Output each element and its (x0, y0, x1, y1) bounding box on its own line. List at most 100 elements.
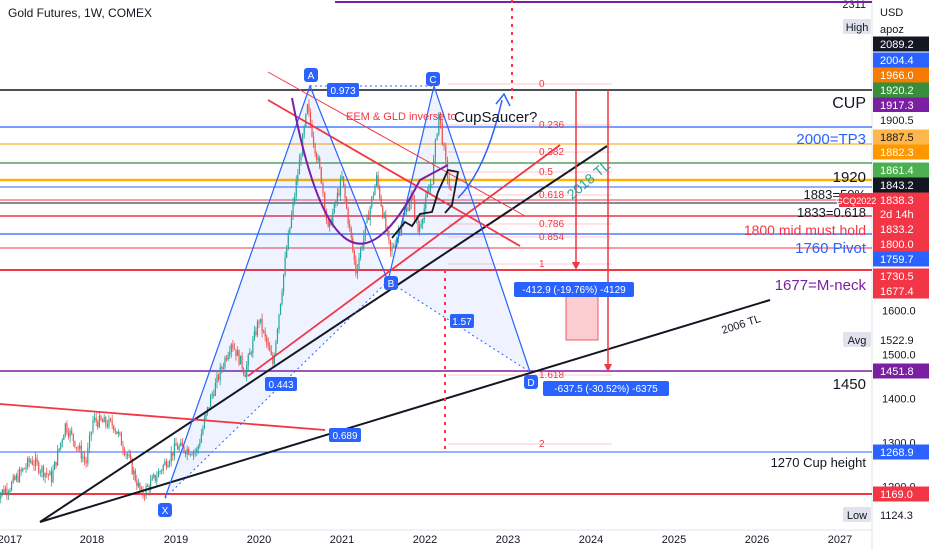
candle-body (266, 336, 268, 343)
candle-body (87, 448, 89, 464)
candle-body (221, 367, 223, 369)
candle-body (243, 368, 245, 374)
candle-body (319, 157, 321, 168)
candle-body (202, 427, 204, 435)
price-tag-label: 2d 14h (880, 209, 914, 221)
candle-body (306, 104, 309, 114)
candle-body (61, 439, 63, 443)
candle-body (431, 183, 433, 185)
candle-body (391, 246, 393, 252)
candle-body (31, 460, 33, 465)
candle-body (15, 475, 17, 480)
candle-body (347, 208, 349, 224)
candle-body (338, 192, 340, 196)
candle-body (67, 432, 70, 437)
candle-body (58, 448, 60, 451)
candle-body (9, 490, 11, 493)
harmonic-ratio-label: 1.57 (452, 317, 472, 328)
x-tick-label: 2026 (745, 534, 769, 546)
candle-body (164, 461, 166, 465)
candle-body (157, 471, 160, 478)
price-tag-label: 1759.7 (880, 254, 914, 266)
y-tick-label: 1600.0 (882, 306, 916, 318)
candle-body (292, 202, 294, 215)
harmonic-point-marker (384, 276, 398, 290)
candle-body (114, 430, 116, 432)
candle-body (74, 441, 76, 448)
candle-body (203, 418, 206, 428)
trendline-2006 (39, 299, 771, 523)
candle-body (117, 432, 119, 434)
candle-body (208, 407, 210, 408)
candle-body (380, 198, 382, 207)
candle-body (189, 454, 191, 456)
candle-body (225, 357, 228, 360)
candle-body (441, 123, 443, 145)
x-tick-label: 2019 (164, 534, 188, 546)
fib-level-label: 1.618 (539, 370, 564, 381)
symbol-tag-box (839, 193, 873, 207)
candle-body (428, 190, 430, 193)
candle-body (263, 330, 265, 332)
price-tag-label: 1677.4 (880, 286, 914, 298)
candle-body (371, 196, 373, 208)
candle-body (50, 471, 53, 482)
candle-body (136, 480, 138, 487)
candle-body (393, 246, 395, 248)
candle-body (211, 394, 213, 396)
harmonic-bd-dotted (387, 280, 531, 373)
candle-body (344, 185, 346, 199)
candle-body (349, 223, 351, 228)
candle-body (224, 357, 226, 368)
stat-label-box (843, 507, 871, 522)
candle-body (249, 352, 251, 355)
candle-body (98, 415, 100, 428)
candle-body (55, 461, 57, 466)
candle-body (139, 482, 141, 490)
candle-body (130, 455, 132, 460)
candle-body (355, 259, 357, 274)
candle-body (363, 235, 365, 247)
price-tag-label: 1800.0 (880, 239, 914, 251)
candle-body (196, 449, 198, 452)
candle-body (305, 113, 307, 127)
red-downtrend-2018 (0, 403, 326, 431)
candle-body (309, 111, 312, 125)
candle-body (383, 214, 385, 218)
candle-body (419, 226, 421, 232)
level-line-label: 1677=M-neck (775, 277, 867, 294)
price-tag-label: 1169.0 (880, 489, 913, 501)
candle-body (438, 112, 440, 135)
candle-body (317, 157, 319, 160)
candle-body (346, 198, 348, 209)
candle-body (205, 413, 207, 419)
candle-body (131, 459, 133, 474)
candle-body (372, 195, 374, 197)
candle-body (82, 456, 84, 459)
candle-body (400, 225, 403, 233)
harmonic-xab-fill (165, 86, 388, 498)
candle-body (439, 112, 442, 124)
candle-body (341, 176, 343, 180)
candle-body (176, 446, 179, 450)
fib-level-label: 0.854 (539, 232, 564, 243)
candle-body (407, 207, 409, 211)
price-tag-box (873, 486, 929, 502)
price-tag-label: 1522.9 (880, 335, 914, 347)
fib-level-label: 0.5 (539, 167, 553, 178)
candle-body (426, 192, 428, 197)
candle-body (353, 250, 355, 260)
candle-body (77, 447, 79, 449)
candle-body (405, 207, 407, 212)
candle-body (450, 185, 452, 191)
x-tick-label: 2023 (496, 534, 520, 546)
candle-body (222, 367, 224, 369)
candle-body (253, 331, 255, 340)
candle-body (80, 445, 82, 459)
candle-body (209, 395, 212, 408)
candle-body (256, 321, 259, 336)
candle-body (217, 375, 220, 380)
candle-body (269, 345, 271, 352)
candle-body (298, 159, 301, 175)
